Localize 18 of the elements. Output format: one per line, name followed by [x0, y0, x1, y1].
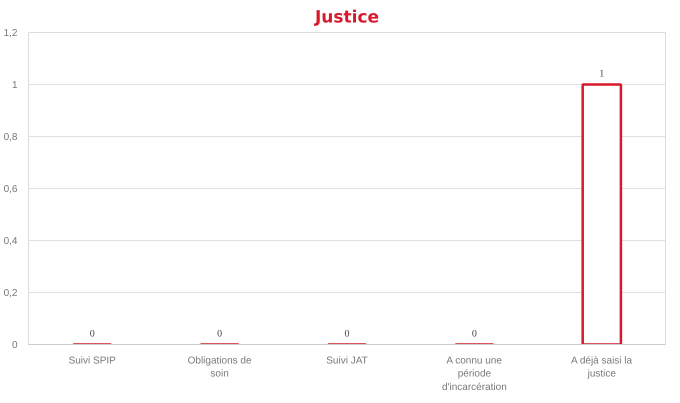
- y-tick-label: 0,2: [4, 288, 18, 299]
- chart-title: Justice: [314, 8, 380, 28]
- x-tick-label: Suivi JAT: [326, 356, 368, 366]
- y-tick-label: 0,6: [4, 184, 18, 195]
- data-label: 0: [472, 328, 477, 340]
- x-tick-label: A déjà saisi la justice: [570, 356, 633, 380]
- x-tick-label: Obligations de soin: [188, 356, 252, 380]
- y-tick-label: 0,8: [4, 132, 18, 143]
- x-tick-label: A connu une période d'incarcération: [442, 356, 507, 393]
- data-label: 0: [90, 328, 95, 340]
- y-tick-label: 0,4: [4, 236, 18, 247]
- y-tick-label: 1,2: [4, 28, 18, 39]
- data-label: 0: [217, 328, 222, 340]
- x-tick-label: Suivi SPIP: [68, 356, 116, 366]
- data-label: 0: [344, 328, 350, 340]
- y-tick-label: 1: [12, 80, 18, 91]
- data-label: 1: [599, 68, 604, 80]
- y-tick-label: 0: [12, 340, 18, 351]
